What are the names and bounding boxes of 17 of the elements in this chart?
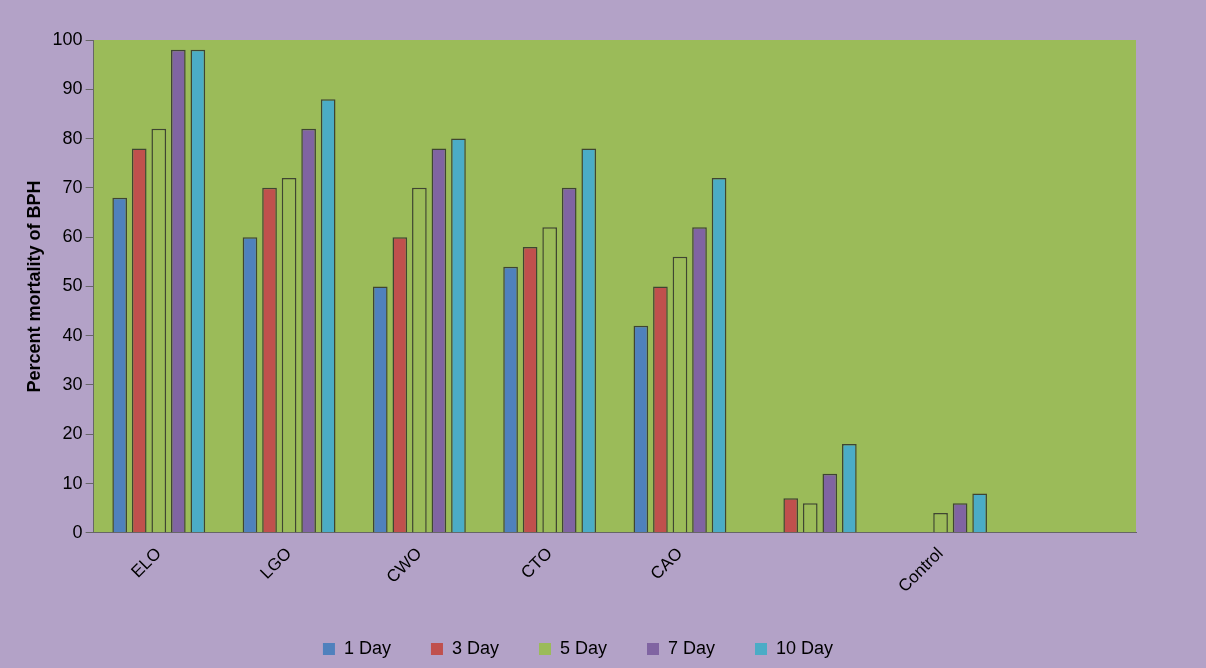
y-tick-label: 60 [62, 226, 83, 247]
legend-label: 3 Day [451, 637, 499, 658]
legend-label: 10 Day [776, 637, 834, 658]
y-tick-label: 90 [62, 78, 83, 99]
y-tick-label: 10 [62, 472, 83, 493]
legend-label: 5 Day [559, 637, 608, 658]
y-tick-label: 40 [62, 324, 83, 345]
y-tick-label: 30 [62, 373, 83, 394]
legend-label: 7 Day [668, 637, 716, 658]
y-tick-label: 20 [62, 423, 83, 444]
y-axis-title: Percent mortality of BPH [23, 180, 44, 393]
y-tick-label: 100 [52, 28, 83, 49]
y-tick-label: 0 [72, 521, 83, 542]
y-tick-label: 50 [62, 275, 83, 296]
y-tick-label: 70 [62, 176, 83, 197]
legend-label: 1 Day [343, 637, 391, 658]
y-tick-label: 80 [62, 127, 83, 148]
